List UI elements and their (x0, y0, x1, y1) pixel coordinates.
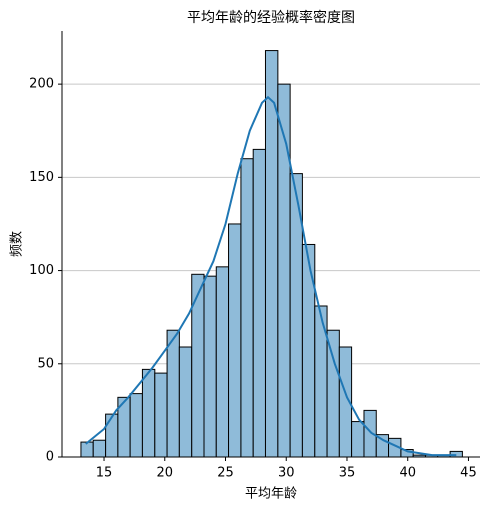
y-tick-label: 200 (29, 77, 54, 92)
x-axis-label: 平均年龄 (245, 487, 297, 502)
bar (351, 421, 365, 458)
x-tick-label: 45 (460, 466, 477, 481)
x-tick-label: 40 (399, 466, 416, 481)
bar (326, 329, 340, 458)
bar (105, 413, 119, 458)
bar (178, 346, 193, 458)
chart-title: 平均年龄的经验概率密度图 (187, 9, 355, 26)
bar (252, 148, 266, 458)
x-tick-label: 20 (156, 466, 173, 481)
y-tick-label: 100 (29, 263, 54, 278)
bar (203, 275, 217, 458)
x-tick-label: 15 (96, 466, 113, 481)
x-tick-label: 30 (278, 466, 295, 481)
bar (277, 83, 291, 458)
y-tick-label: 150 (29, 170, 54, 185)
bar (301, 243, 316, 458)
bar (240, 158, 254, 458)
bar (154, 372, 168, 458)
bar (80, 441, 94, 458)
bar (92, 439, 107, 458)
bar (228, 223, 242, 458)
y-axis-label: 频数 (10, 231, 25, 257)
y-tick-label: 0 (46, 450, 54, 465)
bar (166, 329, 180, 458)
bar (129, 393, 143, 458)
y-tick-label: 50 (37, 356, 54, 371)
x-tick-label: 25 (217, 466, 234, 481)
kde-line (85, 95, 457, 457)
bar (215, 266, 230, 458)
x-tick-label: 35 (339, 466, 356, 481)
bar (141, 368, 156, 458)
